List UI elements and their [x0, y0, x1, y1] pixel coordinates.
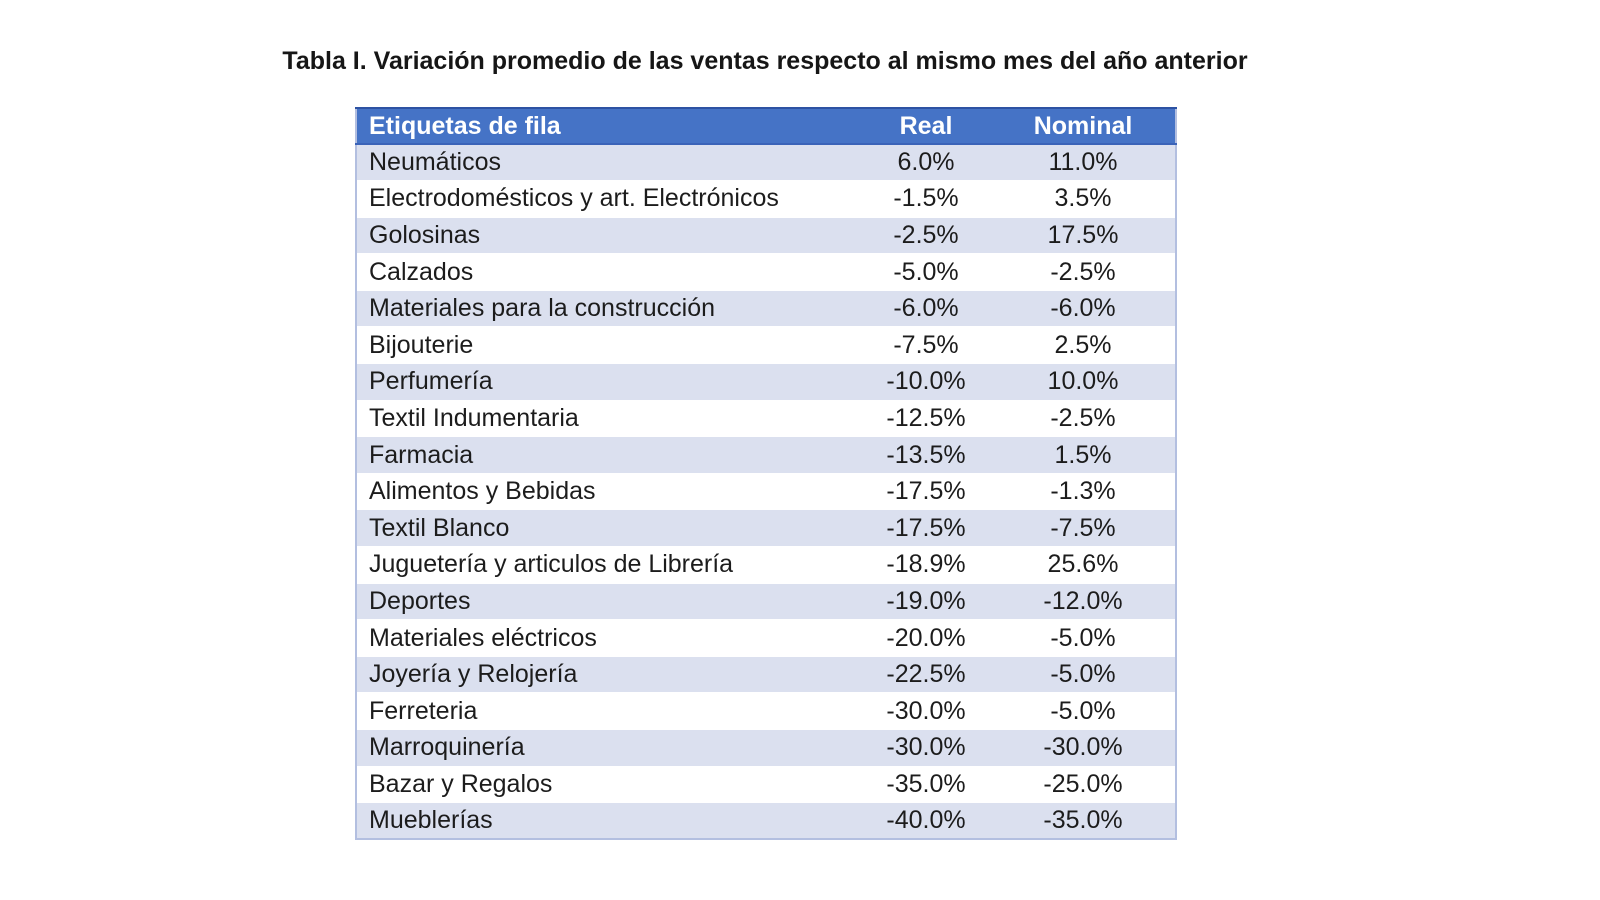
real-value: -40.0% [886, 806, 966, 835]
table-header: Etiquetas de fila Real Nominal [356, 108, 1176, 144]
nominal-value: 3.5% [1054, 184, 1112, 213]
table-row: Textil Blanco -17.5% -7.5% [356, 509, 1176, 547]
table-row: Joyería y Relojería -22.5% -5.0% [356, 656, 1176, 693]
table-row: Ferreteria -30.0% -5.0% [356, 692, 1176, 730]
table-row: Calzados -5.0% -2.5% [356, 253, 1176, 291]
real-value: -1.5% [893, 184, 959, 213]
table-body: Neumáticos 6.0% 11.0% Electrodomésticos y a… [356, 144, 1176, 840]
real-value: -10.0% [886, 367, 966, 396]
table-row: Farmacia -13.5% 1.5% [356, 436, 1176, 474]
real-value: -13.5% [886, 440, 966, 469]
nominal-value: 17.5% [1047, 220, 1119, 249]
nominal-value: -6.0% [1050, 294, 1116, 323]
row-label: Marroquinería [369, 733, 525, 762]
row-label: Joyería y Relojería [369, 660, 578, 689]
nominal-value: 1.5% [1054, 440, 1112, 469]
real-value: -17.5% [886, 513, 966, 542]
row-label: Textil Indumentaria [369, 403, 579, 432]
row-label: Bazar y Regalos [369, 769, 553, 798]
real-value: 6.0% [897, 148, 955, 177]
table-row: Alimentos y Bebidas -17.5% -1.3% [356, 473, 1176, 510]
nominal-value: -5.0% [1050, 696, 1116, 725]
column-header-real: Real [899, 111, 953, 140]
table-row: Textil Indumentaria -12.5% -2.5% [356, 400, 1176, 437]
table-row: Juguetería y articulos de Librería -18.9%… [356, 546, 1176, 584]
table-row: Mueblerías -40.0% -35.0% [356, 802, 1176, 840]
nominal-value: -25.0% [1043, 769, 1123, 798]
row-label: Neumáticos [369, 148, 501, 177]
row-label: Ferreteria [369, 696, 478, 725]
real-value: -5.0% [893, 257, 959, 286]
row-label: Textil Blanco [369, 513, 510, 542]
real-value: -35.0% [886, 769, 966, 798]
nominal-value: -30.0% [1043, 733, 1123, 762]
table-title: Tabla I. Variación promedio de las venta… [282, 47, 1248, 75]
real-value: -30.0% [886, 696, 966, 725]
nominal-value: -2.5% [1050, 257, 1116, 286]
row-label: Electrodomésticos y art. Electrónicos [369, 184, 779, 213]
real-value: -20.0% [886, 623, 966, 652]
nominal-value: -7.5% [1050, 513, 1116, 542]
real-value: -30.0% [886, 733, 966, 762]
real-value: -18.9% [886, 550, 966, 579]
nominal-value: 10.0% [1047, 367, 1119, 396]
table-row: Bijouterie -7.5% 2.5% [356, 326, 1176, 364]
real-value: -6.0% [893, 294, 959, 323]
real-value: -17.5% [886, 477, 966, 506]
table-row: Electrodomésticos y art. Electrónicos -1.… [356, 180, 1176, 218]
nominal-value: -1.3% [1050, 477, 1116, 506]
nominal-value: 2.5% [1054, 330, 1112, 359]
nominal-value: -35.0% [1043, 806, 1123, 835]
row-label: Deportes [369, 586, 471, 615]
column-header-nominal: Nominal [1033, 111, 1133, 140]
row-label: Farmacia [369, 440, 474, 469]
table-row: Bazar y Regalos -35.0% -25.0% [356, 766, 1176, 803]
row-label: Juguetería y articulos de Librería [369, 550, 734, 579]
row-label: Perfumería [369, 367, 493, 396]
row-label: Calzados [369, 257, 474, 286]
row-label: Materiales para la construcción [369, 294, 715, 323]
row-label: Bijouterie [369, 330, 474, 359]
nominal-value: -2.5% [1050, 403, 1116, 432]
row-label: Golosinas [369, 220, 481, 249]
table-row: Perfumería -10.0% 10.0% [356, 363, 1176, 401]
table-row: Marroquinería -30.0% -30.0% [356, 729, 1176, 767]
nominal-value: 11.0% [1048, 148, 1118, 177]
nominal-value: 25.6% [1047, 550, 1119, 579]
column-header-etiquetas: Etiquetas de fila [369, 111, 561, 140]
nominal-value: -5.0% [1050, 623, 1116, 652]
sales-variation-table: Etiquetas de fila Real Nominal Neumático… [355, 107, 1177, 841]
real-value: -12.5% [886, 403, 966, 432]
table-row: Materiales para la construcción -6.0% -6.0… [356, 290, 1176, 327]
nominal-value: -5.0% [1050, 660, 1116, 689]
real-value: -7.5% [893, 330, 959, 359]
row-label: Materiales eléctricos [369, 623, 597, 652]
table-row: Deportes -19.0% -12.0% [356, 583, 1176, 620]
table-row: Neumáticos 6.0% 11.0% [356, 144, 1176, 181]
real-value: -22.5% [886, 660, 966, 689]
table-row: Materiales eléctricos -20.0% -5.0% [356, 619, 1176, 657]
nominal-value: -12.0% [1043, 586, 1123, 615]
row-label: Alimentos y Bebidas [369, 477, 596, 506]
real-value: -19.0% [886, 586, 966, 615]
table-row: Golosinas -2.5% 17.5% [356, 217, 1176, 254]
header-row: Etiquetas de fila Real Nominal [356, 108, 1176, 144]
real-value: -2.5% [893, 220, 959, 249]
row-label: Mueblerías [369, 806, 493, 835]
